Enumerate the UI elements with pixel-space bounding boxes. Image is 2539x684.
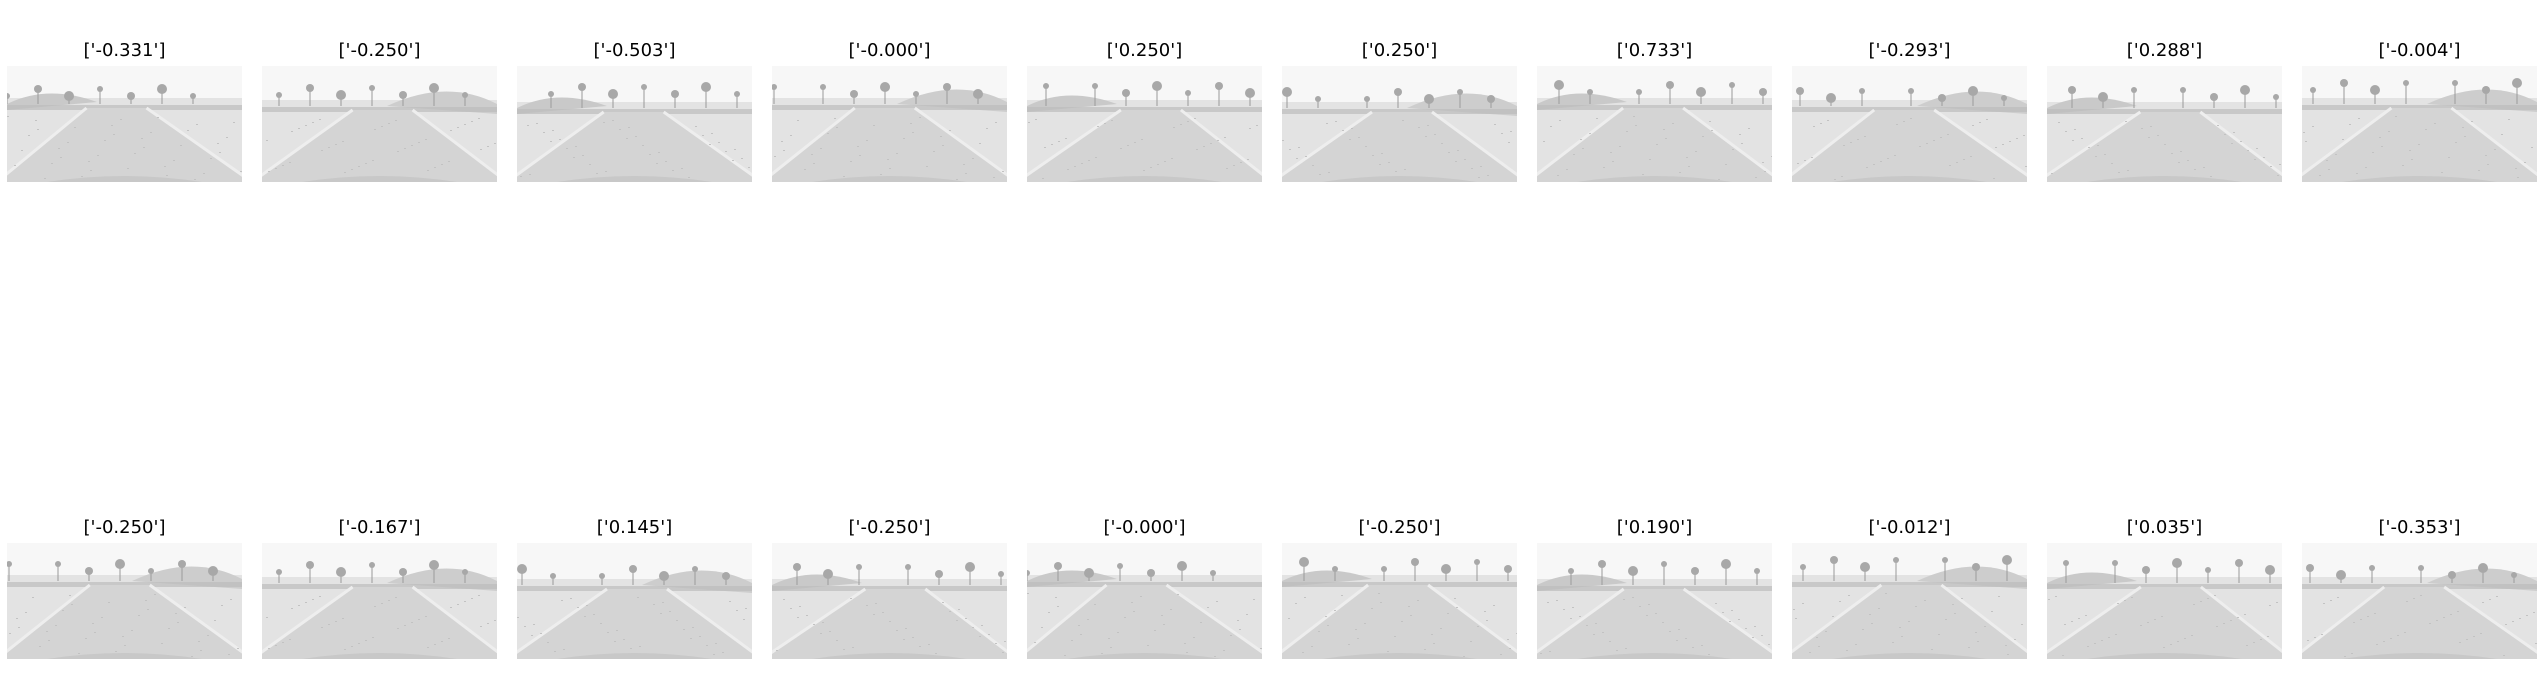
road-camera-image [2047,543,2282,659]
frame-cell: ['-0.250'] [7,0,242,684]
road-camera-image [2047,66,2282,182]
frame-cell: ['-0.167'] [262,0,497,684]
steering-angle-label: ['-0.250'] [338,40,421,61]
frame-cell: ['-0.012'] [1792,0,2027,684]
steering-angle-label: ['-0.004'] [2378,40,2461,61]
steering-angle-label: ['0.250'] [1106,40,1183,61]
steering-angle-label: ['0.190'] [1616,517,1693,538]
steering-angle-label: ['0.733'] [1616,40,1693,61]
frame-cell: ['-0.293'] [1792,0,2027,684]
steering-angle-label: ['-0.503'] [593,40,676,61]
frame-cell: ['0.035'] [2047,0,2282,684]
frame-cell: ['-0.250'] [1282,0,1517,684]
road-camera-image [2302,543,2537,659]
road-camera-image [1027,66,1262,182]
frame-cell: ['-0.004'] [2302,0,2537,684]
steering-angle-label: ['-0.000'] [1103,517,1186,538]
frame-cell: ['0.190'] [1537,0,1772,684]
frame-cell: ['-0.331'] [7,0,242,684]
steering-angle-label: ['-0.250'] [83,517,166,538]
frame-cell: ['-0.000'] [1027,0,1262,684]
road-camera-image [1537,66,1772,182]
road-camera-image [1792,66,2027,182]
steering-angle-label: ['0.035'] [2126,517,2203,538]
steering-angle-label: ['0.145'] [596,517,673,538]
steering-angle-label: ['-0.012'] [1868,517,1951,538]
frame-cell: ['-0.250'] [772,0,1007,684]
steering-angle-label: ['-0.353'] [2378,517,2461,538]
road-camera-image [1282,66,1517,182]
frame-cell: ['0.288'] [2047,0,2282,684]
frame-cell: ['0.145'] [517,0,752,684]
road-camera-image [1792,543,2027,659]
steering-angle-label: ['-0.250'] [1358,517,1441,538]
road-camera-image [7,66,242,182]
road-camera-image [1027,543,1262,659]
road-camera-image [7,543,242,659]
frame-cell: ['0.250'] [1282,0,1517,684]
road-camera-image [1282,543,1517,659]
road-camera-image [772,543,1007,659]
frame-cell: ['0.733'] [1537,0,1772,684]
road-camera-image [1537,543,1772,659]
frame-cell: ['-0.353'] [2302,0,2537,684]
frame-cell: ['-0.250'] [262,0,497,684]
steering-angle-label: ['-0.167'] [338,517,421,538]
road-camera-image [262,66,497,182]
steering-angle-label: ['-0.331'] [83,40,166,61]
steering-angle-label: ['-0.000'] [848,40,931,61]
road-camera-image [2302,66,2537,182]
steering-angle-label: ['-0.293'] [1868,40,1951,61]
steering-angle-label: ['-0.250'] [848,517,931,538]
steering-angle-label: ['0.250'] [1361,40,1438,61]
steering-angle-label: ['0.288'] [2126,40,2203,61]
frame-cell: ['-0.503'] [517,0,752,684]
road-camera-image [517,66,752,182]
frame-cell: ['0.250'] [1027,0,1262,684]
road-camera-image [517,543,752,659]
frame-cell: ['-0.000'] [772,0,1007,684]
road-camera-image [772,66,1007,182]
road-camera-image [262,543,497,659]
